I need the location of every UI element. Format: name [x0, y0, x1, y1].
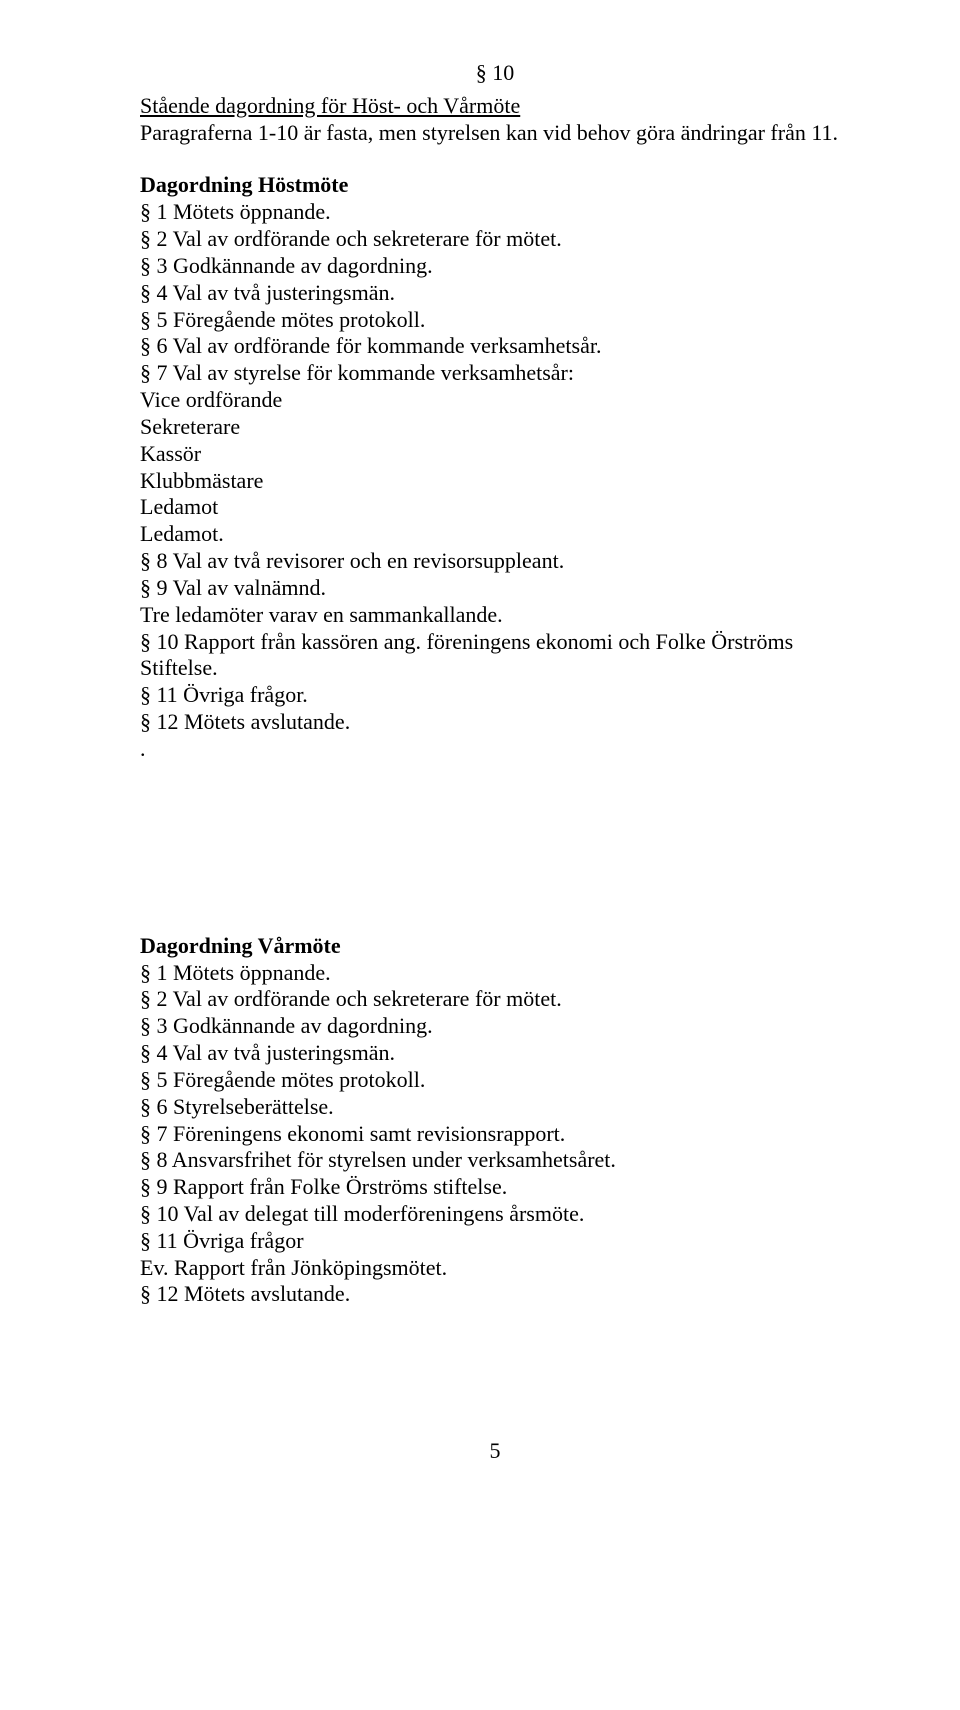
- list-item: § 3 Godkännande av dagordning.: [140, 253, 850, 280]
- list-item: § 3 Godkännande av dagordning.: [140, 1013, 850, 1040]
- list-item: Klubbmästare: [140, 468, 850, 495]
- varmote-heading: Dagordning Vårmöte: [140, 933, 850, 960]
- intro-subtitle: Paragraferna 1-10 är fasta, men styrelse…: [140, 120, 850, 147]
- list-item: § 6 Val av ordförande för kommande verks…: [140, 333, 850, 360]
- list-item: § 4 Val av två justeringsmän.: [140, 1040, 850, 1067]
- list-item: Kassör: [140, 441, 850, 468]
- list-item: .: [140, 736, 850, 763]
- page-number: 5: [140, 1438, 850, 1464]
- list-item: § 6 Styrelseberättelse.: [140, 1094, 850, 1121]
- list-item: § 11 Övriga frågor: [140, 1228, 850, 1255]
- list-item: Sekreterare: [140, 414, 850, 441]
- list-item: § 1 Mötets öppnande.: [140, 960, 850, 987]
- list-item: Ev. Rapport från Jönköpingsmötet.: [140, 1255, 850, 1282]
- list-item: § 8 Val av två revisorer och en revisors…: [140, 548, 850, 575]
- list-item: § 4 Val av två justeringsmän.: [140, 280, 850, 307]
- list-item: § 9 Rapport från Folke Örströms stiftels…: [140, 1174, 850, 1201]
- section-number: § 10: [140, 60, 850, 87]
- list-item: § 2 Val av ordförande och sekreterare fö…: [140, 226, 850, 253]
- list-item: § 9 Val av valnämnd.: [140, 575, 850, 602]
- hostmote-heading: Dagordning Höstmöte: [140, 172, 850, 199]
- list-item: § 7 Val av styrelse för kommande verksam…: [140, 360, 850, 387]
- list-item: Vice ordförande: [140, 387, 850, 414]
- list-item: Ledamot: [140, 494, 850, 521]
- list-item: Tre ledamöter varav en sammankallande.: [140, 602, 850, 629]
- list-item: Ledamot.: [140, 521, 850, 548]
- list-item: § 11 Övriga frågor.: [140, 682, 850, 709]
- hostmote-list: § 1 Mötets öppnande. § 2 Val av ordföran…: [140, 199, 850, 762]
- list-item: § 10 Rapport från kassören ang. förening…: [140, 629, 850, 683]
- list-item: § 5 Föregående mötes protokoll.: [140, 1067, 850, 1094]
- intro-title: Stående dagordning för Höst- och Vårmöte: [140, 93, 850, 120]
- list-item: § 12 Mötets avslutande.: [140, 1281, 850, 1308]
- varmote-list: § 1 Mötets öppnande. § 2 Val av ordföran…: [140, 960, 850, 1309]
- list-item: § 12 Mötets avslutande.: [140, 709, 850, 736]
- list-item: § 2 Val av ordförande och sekreterare fö…: [140, 986, 850, 1013]
- list-item: § 5 Föregående mötes protokoll.: [140, 307, 850, 334]
- list-item: § 7 Föreningens ekonomi samt revisionsra…: [140, 1121, 850, 1148]
- list-item: § 8 Ansvarsfrihet för styrelsen under ve…: [140, 1147, 850, 1174]
- list-item: § 10 Val av delegat till moderföreningen…: [140, 1201, 850, 1228]
- list-item: § 1 Mötets öppnande.: [140, 199, 850, 226]
